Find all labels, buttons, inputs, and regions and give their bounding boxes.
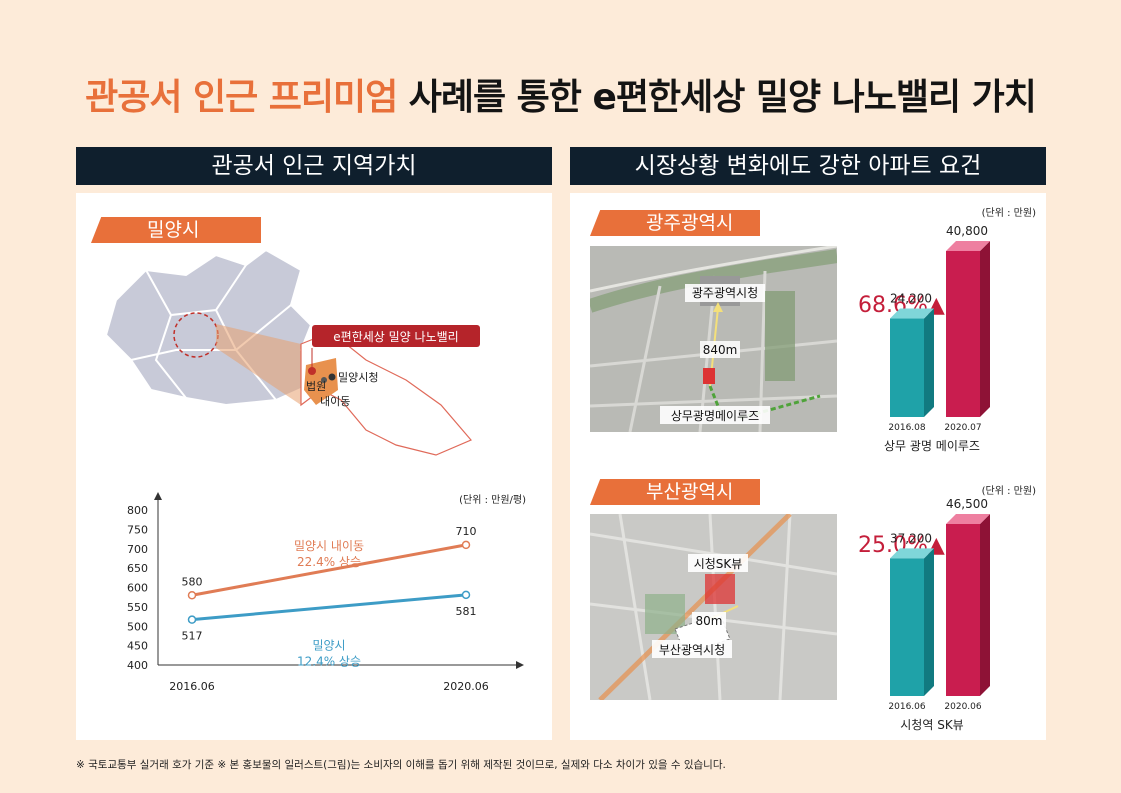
busan-bar-chart: (단위 : 만원) 37,200 2016.06 46,500 2020.06 시청역 S…: [888, 484, 1036, 732]
bar: [946, 524, 980, 696]
bar-chart-unit: (단위 : 만원): [982, 484, 1036, 497]
miryang-map: e편한세상 밀양 나노밸리 법원 밀양시청 내이동: [104, 248, 480, 456]
y-axis-arrow: [154, 492, 162, 500]
busan-map: 시청SK뷰 80m 부산광역시청: [590, 514, 837, 700]
y-tick-label: 600: [127, 582, 148, 595]
busan-distance-label: 80m: [696, 614, 723, 628]
title-rest: 사례를 통한 e편한세상 밀양 나노밸리 가치: [408, 77, 1037, 118]
busan-cityhall-label: 부산광역시청: [659, 643, 725, 657]
cityhall-marker: [328, 373, 336, 381]
gwangju-bar-chart: (단위 : 만원) 24,200 2016.08 40,800 2020.07 상무 광명…: [884, 206, 1036, 453]
y-tick-label: 400: [127, 659, 148, 672]
bar-category-label: 2016.06: [888, 702, 925, 712]
bar-top: [890, 548, 934, 559]
bar: [890, 558, 924, 696]
footnote: ※ 국토교통부 실거래 호가 기준 ※ 본 홍보물의 일러스트(그림)는 소비자…: [76, 759, 726, 771]
bar-category-label: 2020.07: [944, 423, 981, 433]
y-tick-label: 650: [127, 562, 148, 575]
bar-side: [980, 514, 990, 696]
gwangju-apt-label: 상무광명메이루즈: [671, 409, 759, 423]
court-marker: [321, 377, 327, 383]
bar-side: [924, 548, 934, 696]
page-title: 관공서 인근 프리미엄 사례를 통한 e편한세상 밀양 나노밸리 가치: [0, 68, 1121, 120]
chart-unit: (단위 : 만원/평): [459, 493, 526, 506]
series-note: 12.4% 상승: [297, 655, 361, 669]
bar-chart-caption: 상무 광명 메이루즈: [884, 439, 980, 453]
data-label: 581: [456, 605, 477, 618]
bar: [946, 251, 980, 417]
data-point: [461, 540, 471, 550]
data-point: [187, 591, 197, 600]
y-tick-label: 750: [127, 523, 148, 536]
x-tick-label: 2020.06: [443, 680, 489, 693]
bar-value-label: 46,500: [946, 497, 988, 511]
bar-category-label: 2020.06: [944, 702, 981, 712]
series-line: [191, 543, 467, 597]
map-label-court: 법원: [306, 380, 326, 393]
region-tag-busan: 부산광역시: [590, 479, 760, 505]
bar-value-label: 37,200: [890, 531, 932, 545]
data-label: 710: [456, 525, 477, 538]
region-tag-miryang: 밀양시: [91, 217, 261, 243]
data-label: 517: [182, 630, 203, 643]
data-label: 580: [182, 575, 203, 588]
bar-top: [946, 514, 990, 524]
bar-top: [890, 308, 934, 319]
bar-side: [924, 308, 934, 417]
y-tick-label: 700: [127, 543, 148, 556]
data-point: [187, 615, 197, 624]
right-panel-header: 시장상황 변화에도 강한 아파트 요건: [570, 147, 1046, 185]
region-tag-gwangju: 광주광역시: [590, 210, 760, 236]
data-point: [461, 590, 471, 600]
bar-chart-caption: 시청역 SK뷰: [900, 718, 963, 732]
bar-value-label: 24,200: [890, 292, 932, 306]
gwangju-distance-label: 840m: [703, 343, 738, 357]
zoom-beam: [216, 324, 301, 405]
map-label-dong: 내이동: [320, 395, 350, 408]
title-accent: 관공서 인근 프리미엄: [85, 77, 398, 118]
bar-chart-unit: (단위 : 만원): [982, 206, 1036, 219]
site-callout-box: [312, 325, 480, 347]
series-line: [191, 593, 467, 622]
bar-side: [980, 241, 990, 417]
site-callout: e편한세상 밀양 나노밸리: [333, 330, 458, 344]
gwangju-cityhall-label: 광주광역시청: [692, 286, 758, 300]
x-axis-arrow: [516, 661, 524, 669]
bar-category-label: 2016.08: [888, 423, 925, 433]
x-tick-label: 2016.06: [169, 680, 215, 693]
series-note: 22.4% 상승: [297, 555, 361, 569]
bar: [890, 318, 924, 417]
series-name: 밀양시: [312, 639, 345, 653]
bar-value-label: 40,800: [946, 224, 988, 238]
y-tick-label: 800: [127, 504, 148, 517]
bar-top: [946, 241, 990, 251]
busan-apt-label: 시청SK뷰: [694, 557, 743, 571]
series-name: 밀양시 내이동: [294, 539, 364, 553]
gwangju-map: 광주광역시청 840m 상무광명메이루즈: [590, 246, 837, 432]
y-tick-label: 450: [127, 640, 148, 653]
y-tick-label: 500: [127, 620, 148, 633]
price-line-chart: 400 450 500 550 600 650 700 750 800 2016.06 2020.0…: [127, 492, 526, 693]
map-label-cityhall: 밀양시청: [338, 371, 378, 384]
left-panel-header: 관공서 인근 지역가치: [76, 147, 552, 185]
y-tick-label: 550: [127, 601, 148, 614]
